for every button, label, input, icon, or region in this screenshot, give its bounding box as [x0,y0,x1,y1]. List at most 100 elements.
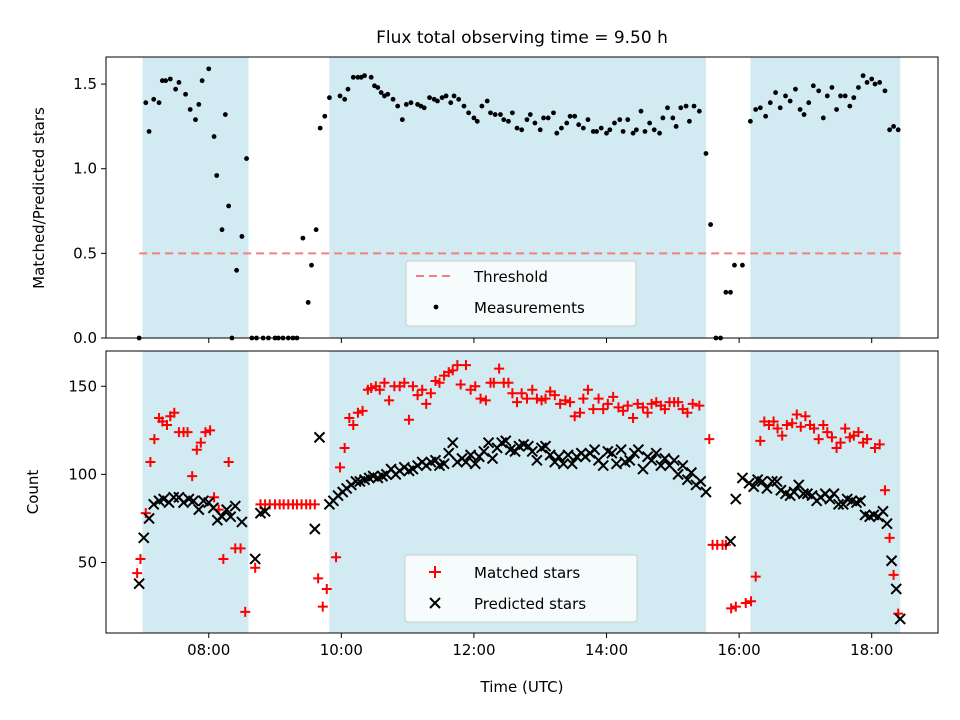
measurement-point [498,112,503,117]
measurement-point [787,98,793,104]
measurement-point [797,107,803,112]
predicted-star-point [544,449,556,461]
predicted-star-point [685,466,698,479]
predicted-star-point [177,496,190,509]
matched-star-point [507,388,518,399]
matched-star-point [135,553,146,564]
matched-star-point [673,397,684,408]
matched-star-point [218,553,229,564]
matched-star-point [531,393,542,404]
matched-star-point [399,377,410,388]
matched-star-point [195,437,206,448]
x-tick-label: 08:00 [187,641,230,659]
matched-star-point [352,407,363,418]
matched-star-point [209,492,220,503]
predicted-star-point [881,518,893,530]
matched-star-point [726,603,737,614]
measurement-point [585,117,591,123]
measurement-point [193,117,198,123]
matched-star-point [313,573,324,584]
measurement-point [829,85,835,90]
predicted-star-point [645,454,658,466]
matched-star-point [853,427,864,438]
measurement-point [820,115,826,121]
measurement-point [183,91,188,97]
matched-star-point [826,432,837,443]
matched-stars-legend-swatch [429,566,441,578]
matched-star-point [618,405,629,416]
measurement-point [527,112,533,117]
y-tick-label: 1.5 [73,75,97,93]
measurement-point [545,115,551,121]
measurement-point [345,86,351,92]
measurement-point [783,93,788,99]
matched-star-point [809,423,820,434]
matched-star-point [588,404,599,415]
matched-star-point [750,571,761,582]
matched-star-point [421,398,432,409]
measurement-point [378,90,384,95]
predicted-stars-legend-swatch [429,597,441,609]
matched-star-point [417,384,428,395]
measurement-point [576,122,582,128]
matched-star-point [434,377,445,388]
matched-star-point [740,598,751,609]
matched-star-point [560,395,571,406]
measurement-point [816,88,822,94]
matched-star-point [835,437,846,448]
measurement-point [617,117,623,123]
measurement-point [211,134,217,139]
measurement-point [313,227,319,233]
matched-star-point [578,393,589,404]
measurement-point [660,115,666,121]
measurement-point [509,110,515,116]
observing-window-1 [142,57,249,338]
predicted-star-point [562,449,574,461]
matched-star-point [488,377,499,388]
matched-star-point [403,414,414,425]
measurement-point [234,267,240,273]
predicted-star-point [877,505,889,518]
measurement-point [598,125,604,131]
measurement-point [492,112,498,117]
measurement-point [607,127,613,133]
measurement-point [708,222,714,227]
matched-star-point [791,409,802,420]
matched-star-point [161,420,172,431]
matched-star-point [768,416,779,427]
predicted-star-point [894,613,906,625]
star-count-legend-box [404,554,638,623]
measurement-point [427,95,432,101]
measurements-legend-swatch [433,304,439,310]
predicted-star-point [756,475,769,488]
measurement-point [620,129,626,134]
predicted-star-point [216,510,228,523]
predicted-star-point [606,447,618,459]
y-tick-label: 0.5 [73,244,97,262]
predicted-star-point [486,452,499,465]
predicted-star-point [771,475,783,488]
matched-star-point [840,423,851,434]
measurement-point [891,124,896,129]
matched-star-point [309,499,320,510]
matched-star-point [565,397,576,408]
matched-star-point [494,363,505,374]
measurement-point [793,86,798,92]
measurement-point [638,108,644,114]
measurement-point [838,93,843,99]
predicted-star-point [482,436,495,449]
matched-star-point [447,365,458,376]
matched-star-point [331,552,342,563]
measurement-point [390,96,396,102]
predicted-star-point [650,447,662,459]
measurement-point [767,100,773,106]
measurement-point [590,129,596,134]
matched-star-point [460,360,471,371]
measurement-point [647,120,653,126]
measurement-point [244,156,249,161]
flux-ratio-panel: 0.0 0.5 1.0 1.5 Matched/Predicted stars Thr… [30,56,939,347]
measurement-point [337,93,343,99]
predicted-star-point [207,502,220,514]
measurement-point [753,107,759,112]
